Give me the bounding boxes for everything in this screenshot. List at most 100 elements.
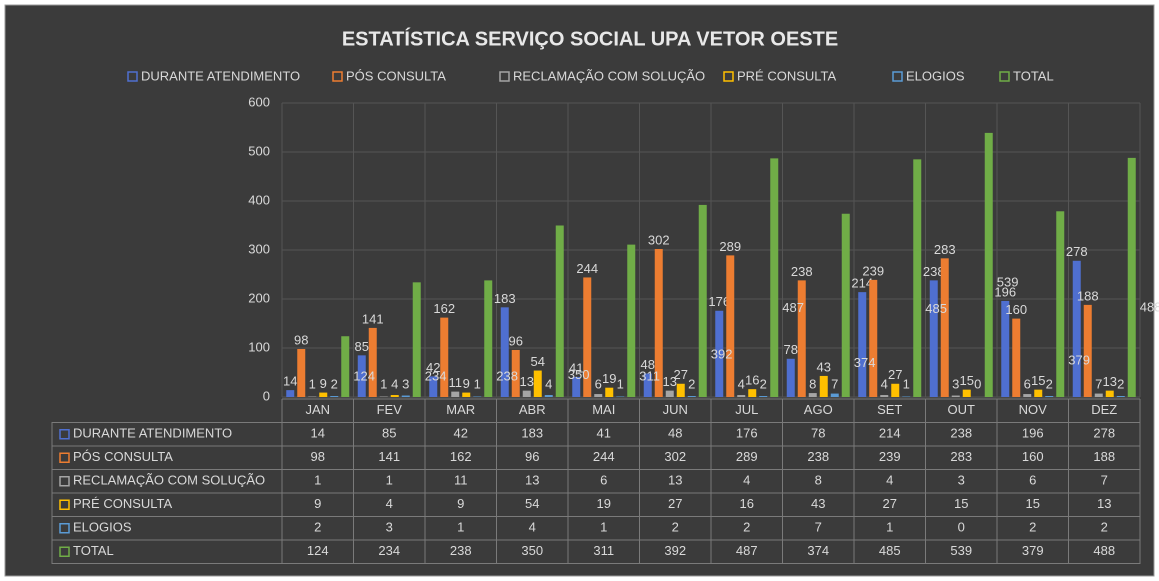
table-cell: 214 <box>879 426 901 441</box>
bar <box>451 391 460 397</box>
data-label: 392 <box>711 346 733 361</box>
x-tick-label: NOV <box>1019 402 1048 417</box>
data-label: 54 <box>531 354 545 369</box>
table-cell: 302 <box>664 449 686 464</box>
legend-key <box>723 71 734 82</box>
bar <box>962 389 971 397</box>
bar <box>594 394 603 397</box>
table-cell: 183 <box>521 426 543 441</box>
bar <box>390 395 399 397</box>
table-cell: 374 <box>807 543 829 558</box>
data-label: 1 <box>309 376 316 391</box>
bar <box>544 395 553 397</box>
data-label: 48 <box>641 357 655 372</box>
data-label: 183 <box>494 291 516 306</box>
bar <box>319 392 328 397</box>
data-label: 350 <box>568 367 590 382</box>
table-cell: 8 <box>815 473 822 488</box>
bar <box>715 310 724 397</box>
table-cell: 0 <box>958 520 965 535</box>
legend-key <box>499 71 510 82</box>
legend-key <box>127 71 138 82</box>
table-cell: 9 <box>314 496 321 511</box>
table-legend-key <box>59 476 70 487</box>
bar <box>929 280 938 397</box>
bar <box>654 249 663 397</box>
bar <box>429 376 438 397</box>
bar <box>297 348 306 397</box>
table-cell: 54 <box>525 496 539 511</box>
table-cell: 42 <box>454 426 468 441</box>
data-label: 13 <box>520 374 534 389</box>
table-cell: 234 <box>378 543 400 558</box>
data-label: 2 <box>1046 376 1053 391</box>
data-label: 238 <box>496 368 518 383</box>
bar <box>1116 396 1125 397</box>
table-cell: 15 <box>954 496 968 511</box>
bar <box>605 387 614 397</box>
table-cell: 289 <box>736 449 758 464</box>
y-tick-label: 600 <box>248 94 270 109</box>
data-label: 3 <box>402 376 409 391</box>
data-label: 19 <box>602 371 616 386</box>
table-cell: 488 <box>1093 543 1115 558</box>
table-cell: 96 <box>525 449 539 464</box>
bar <box>940 258 949 397</box>
table-cell: 1 <box>457 520 464 535</box>
legend-label: TOTAL <box>1013 68 1054 83</box>
data-label: 188 <box>1077 288 1099 303</box>
data-label: 1 <box>474 376 481 391</box>
y-tick-label: 400 <box>248 192 270 207</box>
table-cell: 2 <box>314 520 321 535</box>
data-label: 196 <box>994 284 1016 299</box>
x-tick-label: SET <box>877 402 902 417</box>
data-label: 2 <box>1117 376 1124 391</box>
legend-label: ELOGIOS <box>906 68 965 83</box>
table-cell: 162 <box>450 449 472 464</box>
bar <box>687 396 696 397</box>
table-cell: 1 <box>386 473 393 488</box>
bar <box>1072 260 1081 397</box>
x-tick-label: JUN <box>663 402 688 417</box>
data-label: 85 <box>355 339 369 354</box>
table-cell: 238 <box>950 426 972 441</box>
bar <box>1012 318 1021 397</box>
table-cell: 13 <box>668 473 682 488</box>
data-label: 14 <box>283 374 297 389</box>
bar <box>583 277 592 397</box>
x-tick-label: DEZ <box>1091 402 1117 417</box>
data-label: 238 <box>923 264 945 279</box>
data-label: 43 <box>817 359 831 374</box>
bar <box>1105 390 1114 397</box>
bar <box>858 292 867 397</box>
table-cell: 7 <box>815 520 822 535</box>
data-label: 9 <box>320 376 327 391</box>
table-row-label: ELOGIOS <box>73 520 132 535</box>
table-cell: 1 <box>886 520 893 535</box>
bar <box>484 280 493 397</box>
bar <box>1045 396 1054 397</box>
y-tick-label: 100 <box>248 339 270 354</box>
bar <box>786 358 795 397</box>
bar <box>533 370 542 397</box>
data-label: 7 <box>831 376 838 391</box>
data-label: 2 <box>760 376 767 391</box>
table-row-label: DURANTE ATENDIMENTO <box>73 426 232 441</box>
table-cell: 4 <box>529 520 536 535</box>
bar <box>913 159 922 397</box>
data-label: 283 <box>934 242 956 257</box>
data-label: 124 <box>353 368 375 383</box>
data-label: 11 <box>449 375 463 390</box>
bar <box>1034 389 1043 397</box>
table-cell: 160 <box>1022 449 1044 464</box>
bar <box>462 392 471 397</box>
table-cell: 188 <box>1093 449 1115 464</box>
table-cell: 4 <box>886 473 893 488</box>
table-cell: 238 <box>450 543 472 558</box>
table-cell: 27 <box>668 496 682 511</box>
data-label: 214 <box>851 276 873 291</box>
table-cell: 16 <box>740 496 754 511</box>
table-cell: 6 <box>1029 473 1036 488</box>
table-cell: 2 <box>672 520 679 535</box>
data-label: 539 <box>997 274 1019 289</box>
